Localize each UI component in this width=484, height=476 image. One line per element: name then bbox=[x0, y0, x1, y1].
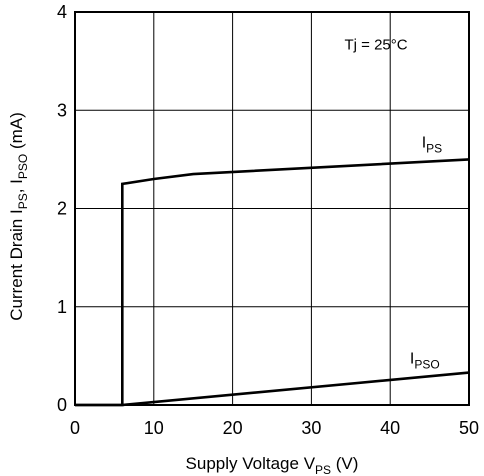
y-tick-label-1: 1 bbox=[57, 297, 67, 317]
series-label-sub: PSO bbox=[414, 358, 439, 372]
x-tick-label-20: 20 bbox=[223, 418, 243, 438]
series-label-sub: PS bbox=[426, 142, 442, 156]
series-line-ipso bbox=[75, 371, 470, 407]
y-axis-title-sub2: PSO bbox=[16, 154, 30, 179]
y-axis-title: Current Drain IPS, IPSO (mA) bbox=[7, 112, 30, 321]
grid-lines bbox=[75, 12, 469, 405]
x-tick-label-0: 0 bbox=[70, 418, 80, 438]
series-label-ipso: IPSO bbox=[410, 351, 440, 372]
y-axis-title-sub1: PS bbox=[16, 193, 30, 209]
y-axis-title-main: Current Drain I bbox=[7, 209, 26, 320]
x-axis-title-sub: PS bbox=[315, 463, 331, 476]
temperature-annotation: Tj = 25°C bbox=[344, 36, 407, 53]
x-axis-title: Supply Voltage VPS (V) bbox=[186, 454, 359, 476]
y-axis-title-mid: , I bbox=[7, 179, 26, 193]
y-tick-label-0: 0 bbox=[57, 395, 67, 415]
x-axis-title-main: Supply Voltage V bbox=[186, 454, 316, 473]
y-axis-title-suffix: (mA) bbox=[7, 112, 26, 154]
x-tick-label-40: 40 bbox=[380, 418, 400, 438]
series-label-main: I bbox=[422, 135, 426, 152]
x-tick-label-50: 50 bbox=[459, 418, 479, 438]
tick-labels: 0 10 20 30 40 50 0 1 2 3 4 bbox=[57, 2, 479, 438]
x-tick-label-10: 10 bbox=[144, 418, 164, 438]
plot-frame bbox=[74, 11, 470, 406]
y-tick-label-2: 2 bbox=[57, 199, 67, 219]
x-axis-title-suffix: (V) bbox=[331, 454, 358, 473]
series-line-ips bbox=[75, 158, 470, 407]
x-tick-label-30: 30 bbox=[301, 418, 321, 438]
series-label-main: I bbox=[410, 351, 414, 368]
series-label-ips: IPS bbox=[422, 135, 442, 156]
y-tick-label-4: 4 bbox=[57, 2, 67, 22]
y-tick-label-3: 3 bbox=[57, 100, 67, 120]
